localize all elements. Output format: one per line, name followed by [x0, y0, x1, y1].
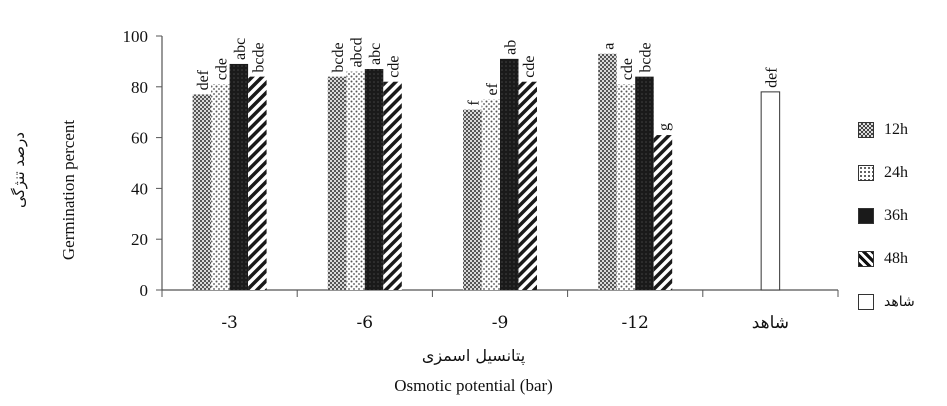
x-tick-label: -9 — [492, 313, 509, 333]
bar — [248, 76, 267, 290]
bars — [192, 53, 781, 291]
bar — [481, 99, 500, 290]
significance-letter: def — [763, 67, 780, 88]
significance-letter: f — [465, 100, 482, 106]
legend-swatch — [858, 294, 874, 310]
significance-letter: abc — [232, 38, 249, 60]
bar — [229, 63, 249, 290]
significance-letter: abcd — [349, 37, 366, 67]
legend-label: شاهد — [884, 294, 915, 310]
bar — [463, 109, 482, 290]
bar — [616, 84, 636, 290]
significance-letter: bcde — [330, 42, 347, 72]
legend-label: 12h — [884, 121, 908, 138]
significance-letter: cde — [386, 56, 403, 78]
y-tick-label: 100 — [123, 27, 149, 46]
legend-swatch — [858, 208, 874, 224]
significance-letter: cde — [619, 58, 636, 80]
bar — [211, 84, 230, 290]
y-axis-label-text: Germination percent — [59, 120, 78, 260]
x-axis-label: Osmotic potential (bar) — [394, 376, 553, 395]
bar — [383, 81, 402, 290]
legend-item: 24h — [858, 161, 908, 185]
legend-item: شاهد — [858, 290, 915, 314]
x-axis-label-fa: پتانسیل اسمزی — [421, 346, 526, 365]
legend-item: 36h — [858, 204, 908, 228]
significance-letter: bcde — [250, 42, 267, 72]
x-tick-label: -6 — [357, 313, 374, 333]
significance-letter: ef — [484, 82, 501, 95]
x-tick-label: -3 — [221, 313, 238, 333]
significance-letter: abc — [367, 43, 384, 65]
legend-label: 24h — [884, 164, 908, 181]
legend-item: 12h — [858, 118, 908, 142]
significance-letter: g — [656, 123, 673, 131]
bar — [518, 81, 537, 290]
significance-letter: a — [600, 43, 617, 50]
bar — [500, 58, 519, 290]
significance-letter: bcde — [637, 42, 654, 72]
bar — [635, 76, 654, 290]
bar — [653, 135, 673, 290]
bar — [760, 91, 781, 291]
significance-letter: cde — [521, 56, 538, 78]
legend-swatch — [858, 165, 874, 181]
significance-letter: ab — [502, 40, 519, 55]
y-tick-label: 0 — [140, 281, 149, 300]
legend-swatch — [858, 122, 874, 138]
significance-letter: def — [195, 69, 212, 90]
y-tick-label: 60 — [131, 129, 148, 148]
legend-label: 48h — [884, 250, 908, 267]
x-tick-label: شاهد — [752, 313, 789, 333]
axes: 0 20 40 60 80 100 -3 -6 -9 -12 شاهد — [123, 27, 839, 333]
bar — [327, 76, 347, 290]
bar — [598, 53, 617, 290]
y-axis-label-fa: درصد تنژگی — [10, 132, 28, 208]
significance-letter: cde — [213, 58, 230, 80]
bar — [346, 71, 365, 290]
y-axis-label-fa-text: درصد تنژگی — [10, 132, 28, 208]
x-tick-label: -12 — [622, 313, 649, 333]
bar — [192, 94, 212, 290]
bar — [364, 69, 384, 291]
y-axis-label: Germination percent — [59, 120, 78, 260]
y-tick-label: 80 — [131, 78, 148, 97]
legend-label: 36h — [884, 207, 908, 224]
legend-item: 48h — [858, 247, 908, 271]
y-tick-label: 40 — [131, 179, 148, 198]
legend-swatch — [858, 251, 874, 267]
y-tick-label: 20 — [131, 230, 148, 249]
